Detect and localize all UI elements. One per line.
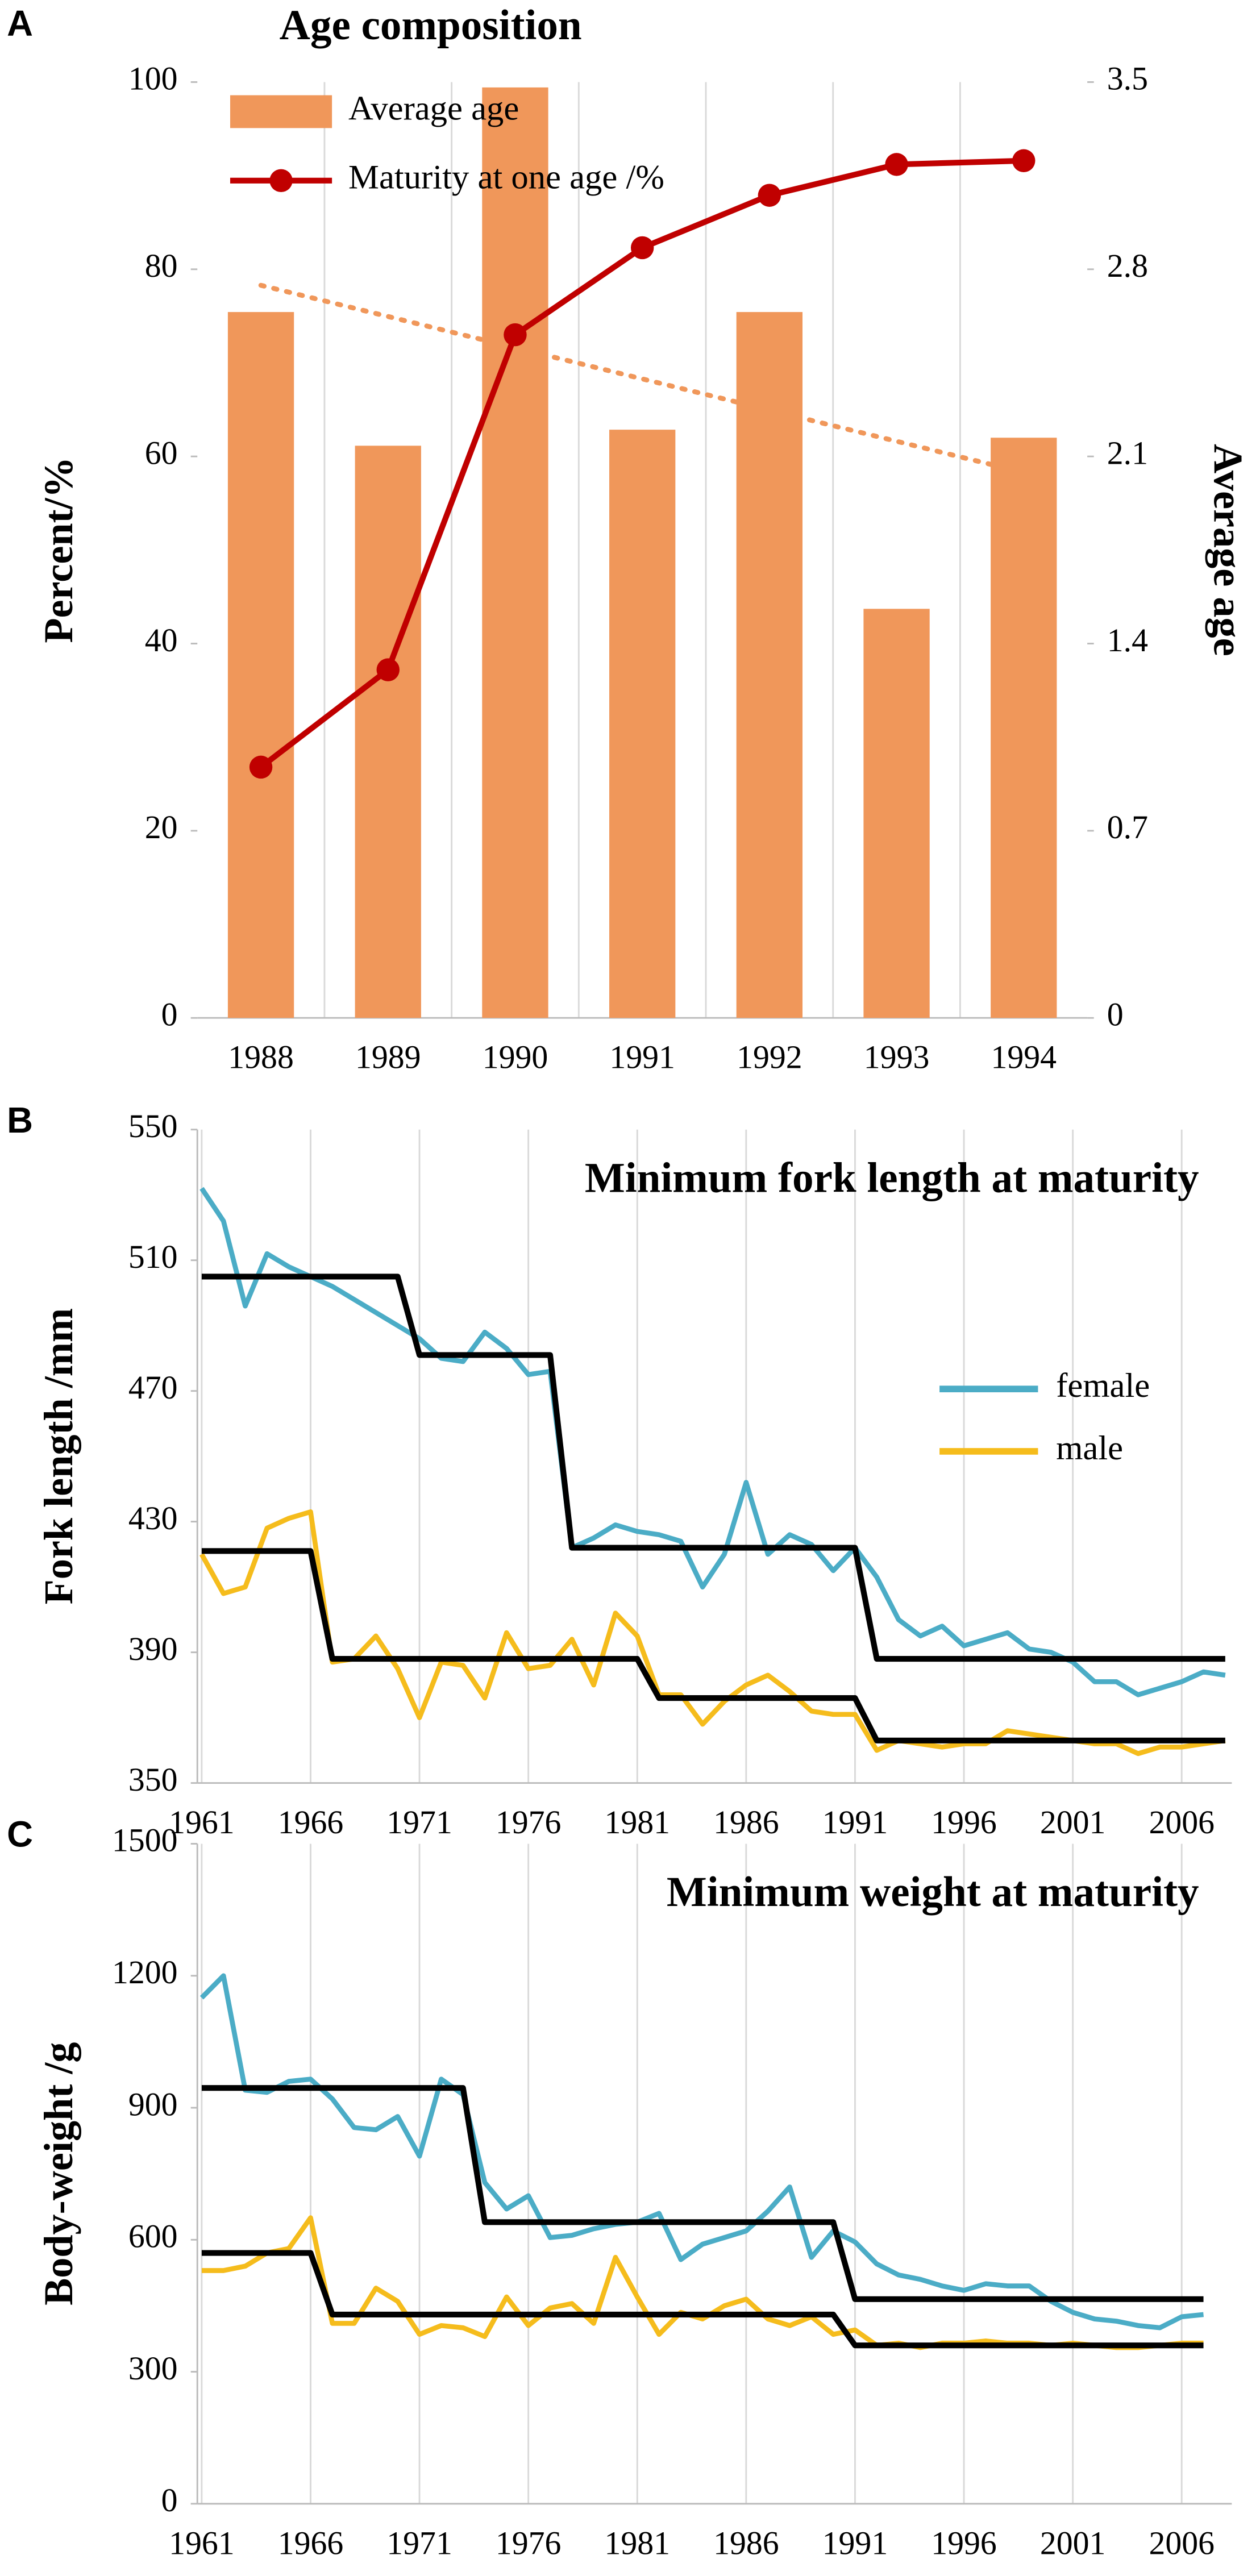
- y-tick-label: 20: [145, 810, 178, 846]
- y-tick-label: 300: [128, 2351, 178, 2387]
- x-tick-label: 1992: [737, 1040, 802, 1076]
- y-axis-title: Percent/%: [36, 457, 81, 643]
- x-tick-label: 1993: [864, 1040, 930, 1076]
- x-tick-label: 1961: [169, 2525, 235, 2561]
- legend-swatch: [230, 95, 332, 128]
- x-tick-label: 1991: [822, 1805, 888, 1841]
- x-tick-label: 1971: [386, 2525, 452, 2561]
- line-marker: [249, 755, 273, 779]
- y2-tick-label: 1.4: [1107, 623, 1148, 659]
- y-tick-label: 510: [128, 1239, 178, 1275]
- legend-label: Average age: [348, 89, 519, 127]
- chart-title: Age composition: [280, 2, 582, 49]
- y-tick-label: 470: [128, 1370, 178, 1406]
- x-tick-label: 2001: [1040, 1805, 1106, 1841]
- line-marker: [630, 236, 654, 260]
- step-line: [199, 1973, 1204, 2331]
- chart-title: Minimum fork length at maturity: [585, 1154, 1199, 1201]
- y-tick-label: 100: [128, 61, 178, 97]
- bar: [991, 438, 1057, 1018]
- y-tick-label: 40: [145, 623, 178, 659]
- x-tick-label: 2006: [1149, 1805, 1215, 1841]
- bar: [736, 312, 803, 1018]
- x-tick-label: 1996: [931, 2525, 997, 2561]
- line-marker: [376, 658, 400, 681]
- bar: [863, 609, 930, 1018]
- legend-label: male: [1056, 1429, 1123, 1467]
- y-tick-label: 1200: [112, 1955, 178, 1991]
- bar: [227, 312, 294, 1018]
- x-tick-label: 1988: [228, 1040, 294, 1076]
- y-tick-label: 390: [128, 1632, 178, 1667]
- line-marker: [1012, 149, 1036, 173]
- x-tick-label: 1961: [169, 1805, 235, 1841]
- y-tick-label: 350: [128, 1762, 178, 1798]
- y-axis-title: Body-weight /g: [36, 2042, 81, 2305]
- bar: [355, 446, 421, 1018]
- x-tick-label: 1996: [931, 1805, 997, 1841]
- x-tick-label: 1981: [604, 1805, 670, 1841]
- x-tick-label: 1989: [355, 1040, 421, 1076]
- y-tick-label: 550: [128, 1109, 178, 1145]
- line-marker: [758, 184, 781, 207]
- y-tick-label: 600: [128, 2219, 178, 2255]
- y-tick-label: 80: [145, 248, 178, 284]
- x-tick-label: 1966: [278, 1805, 344, 1841]
- panel-letter: C: [7, 1815, 33, 1855]
- y-tick-label: 430: [128, 1501, 178, 1537]
- panel-letter: A: [7, 3, 33, 44]
- y2-tick-label: 0.7: [1107, 810, 1148, 846]
- legend-label: Maturity at one age /%: [348, 159, 664, 197]
- y-tick-label: 900: [128, 2087, 178, 2123]
- x-tick-label: 1976: [496, 2525, 562, 2561]
- y2-tick-label: 2.1: [1107, 435, 1148, 471]
- step-line: [201, 1548, 1225, 1743]
- chart-title: Minimum weight at maturity: [667, 1868, 1199, 1916]
- x-tick-label: 1981: [604, 2525, 670, 2561]
- x-tick-label: 1986: [713, 1805, 779, 1841]
- x-tick-label: 1971: [386, 1805, 452, 1841]
- panel-letter: B: [7, 1100, 33, 1141]
- x-tick-label: 1966: [278, 2525, 344, 2561]
- trendline: [258, 282, 1026, 475]
- y-tick-label: 0: [161, 2483, 178, 2519]
- step-line: [201, 2085, 1204, 2302]
- bar: [609, 430, 676, 1018]
- line-marker: [885, 153, 908, 176]
- x-tick-label: 1994: [991, 1040, 1057, 1076]
- y-tick-label: 0: [161, 997, 178, 1033]
- y-axis-title: Fork length /mm: [36, 1308, 81, 1605]
- x-tick-label: 1976: [496, 1805, 562, 1841]
- y2-axis-title: Average age: [1205, 444, 1250, 656]
- step-line: [201, 2215, 1204, 2350]
- line-marker: [504, 323, 527, 347]
- y2-tick-label: 2.8: [1107, 248, 1148, 284]
- x-tick-label: 1991: [609, 1040, 675, 1076]
- x-tick-label: 2001: [1040, 2525, 1106, 2561]
- bar: [482, 87, 548, 1018]
- series-line: [199, 1187, 1226, 1697]
- y2-tick-label: 0: [1107, 997, 1124, 1033]
- x-tick-label: 2006: [1149, 2525, 1215, 2561]
- x-tick-label: 1991: [822, 2525, 888, 2561]
- x-tick-label: 1990: [483, 1040, 548, 1076]
- legend-marker: [269, 169, 293, 193]
- y-tick-label: 60: [145, 435, 178, 471]
- x-tick-label: 1986: [713, 2525, 779, 2561]
- legend-label: female: [1056, 1367, 1150, 1405]
- step-line: [201, 2250, 1204, 2349]
- y-tick-label: 1500: [112, 1823, 178, 1859]
- step-line: [201, 1274, 1225, 1662]
- y2-tick-label: 3.5: [1107, 61, 1148, 97]
